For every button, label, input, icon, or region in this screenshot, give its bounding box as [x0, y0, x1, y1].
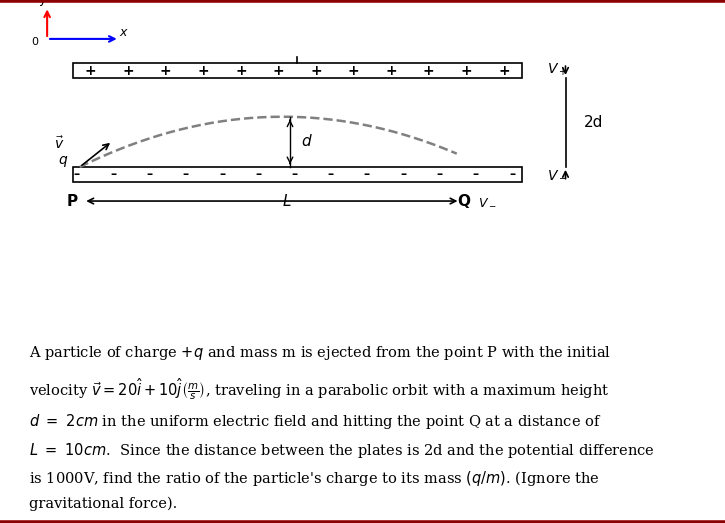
Text: +: +: [85, 64, 96, 78]
Text: –: –: [437, 168, 447, 181]
Text: –: –: [75, 168, 85, 181]
Text: y: y: [38, 0, 46, 6]
Text: +: +: [123, 64, 134, 78]
Text: –: –: [220, 168, 230, 181]
Text: –: –: [328, 168, 339, 181]
Text: –: –: [183, 168, 194, 181]
Text: A particle of charge $+q$ and mass m is ejected from the point P with the initia: A particle of charge $+q$ and mass m is …: [29, 344, 655, 511]
Text: –: –: [401, 168, 411, 181]
Bar: [72, 63, 522, 78]
Text: +: +: [197, 64, 209, 78]
Text: $V_-$: $V_-$: [478, 195, 497, 208]
Text: $V_-$: $V_-$: [547, 167, 568, 181]
Text: –: –: [510, 168, 520, 181]
Text: x: x: [120, 26, 127, 39]
Text: 0: 0: [31, 38, 38, 48]
Text: –: –: [365, 168, 375, 181]
Bar: [72, 167, 522, 181]
Text: –: –: [256, 168, 266, 181]
Text: –: –: [147, 168, 157, 181]
Text: 2d: 2d: [584, 115, 603, 130]
Text: $V_+$: $V_+$: [547, 62, 568, 78]
Text: +: +: [160, 64, 172, 78]
Text: –: –: [473, 168, 484, 181]
Text: q: q: [58, 153, 67, 167]
Text: –: –: [111, 168, 121, 181]
Text: +: +: [498, 64, 510, 78]
Text: +: +: [460, 64, 472, 78]
Text: +: +: [386, 64, 397, 78]
Text: $\vec{v}$: $\vec{v}$: [54, 135, 65, 152]
Text: +: +: [423, 64, 434, 78]
Text: Q: Q: [457, 194, 471, 209]
Text: +: +: [273, 64, 284, 78]
Text: P: P: [67, 194, 78, 209]
Text: +: +: [348, 64, 360, 78]
Text: +: +: [235, 64, 247, 78]
Text: –: –: [292, 168, 302, 181]
Text: d: d: [301, 134, 310, 150]
Text: L: L: [282, 194, 291, 209]
Text: +: +: [310, 64, 322, 78]
